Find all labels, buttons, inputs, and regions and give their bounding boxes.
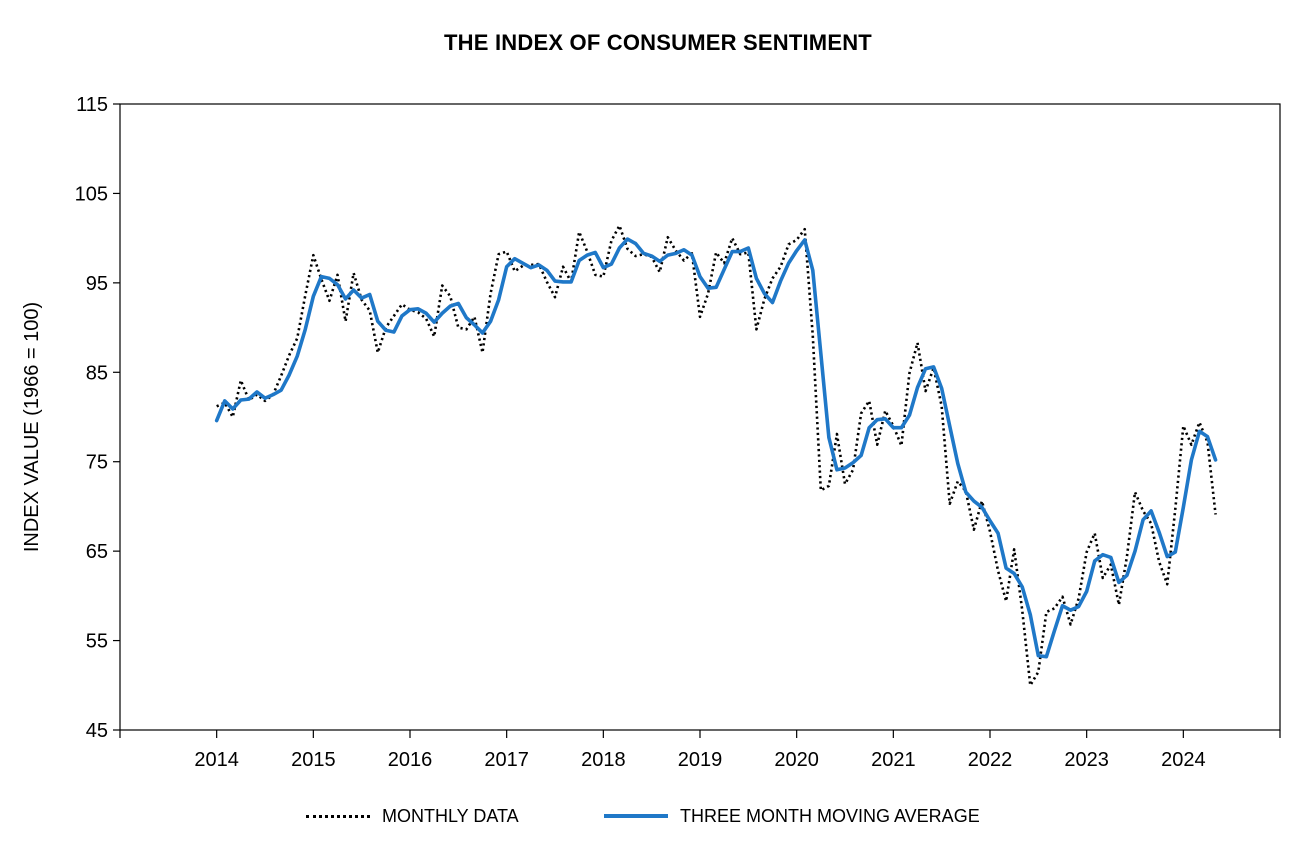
y-tick-label: 105	[75, 183, 108, 205]
y-tick-label: 115	[76, 94, 108, 116]
x-tick-label: 2017	[484, 749, 529, 771]
legend-label-monthly: MONTHLY DATA	[382, 805, 519, 826]
x-tick-label: 2014	[194, 749, 239, 771]
y-tick-label: 95	[86, 273, 108, 295]
plot-area-frame	[119, 103, 1281, 731]
legend-item-moving-average: THREE MONTH MOVING AVERAGE	[604, 800, 980, 832]
x-tick-label: 2015	[291, 749, 336, 771]
y-tick-label: 65	[86, 541, 108, 563]
legend-solid-line-swatch	[604, 814, 668, 818]
chart-title: THE INDEX OF CONSUMER SENTIMENT	[444, 30, 872, 55]
y-tick-label: 85	[86, 362, 108, 384]
y-tick-label: 75	[86, 452, 108, 474]
x-tick-label: 2023	[1064, 749, 1109, 771]
legend-label-moving-average: THREE MONTH MOVING AVERAGE	[680, 805, 980, 826]
series-layer	[214, 224, 1218, 687]
x-tick-label: 2019	[678, 749, 723, 771]
legend: MONTHLY DATA THREE MONTH MOVING AVERAGE	[0, 800, 1316, 832]
y-tick-label: 45	[86, 720, 108, 742]
legend-item-monthly: MONTHLY DATA	[306, 800, 519, 832]
x-tick-label: 2021	[871, 749, 916, 771]
series-line-monthly-data	[216, 224, 1217, 687]
x-tick-label: 2022	[968, 749, 1013, 771]
series-line-three-month-moving-average	[214, 237, 1218, 659]
y-tick-label: 55	[86, 631, 108, 653]
x-axis-ticks: 2014 2015 2016 2017 2018 2019 2020 2021 2022 2023…	[119, 730, 1281, 771]
y-axis-label: INDEX VALUE (1966 = 100)	[21, 302, 43, 552]
x-tick-label: 2018	[581, 749, 626, 771]
y-axis-ticks: 45 55 65 75 85 95 105 115	[75, 94, 120, 742]
x-tick-label: 2024	[1161, 749, 1206, 771]
legend-dotted-line-swatch	[306, 814, 370, 818]
x-tick-label: 2016	[388, 749, 433, 771]
x-tick-label: 2020	[774, 749, 819, 771]
